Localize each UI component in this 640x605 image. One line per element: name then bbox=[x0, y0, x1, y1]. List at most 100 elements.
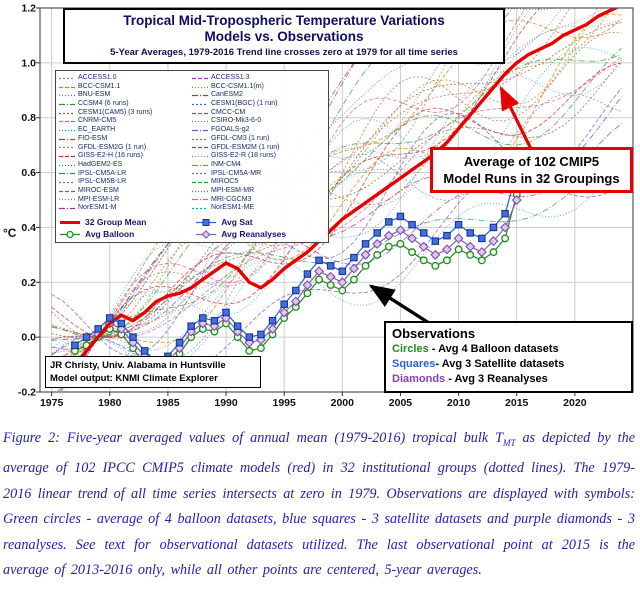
cmip5-arrow bbox=[499, 85, 534, 152]
y-tick-label: 1.0 bbox=[21, 57, 36, 69]
legend-item: CMCC-CM bbox=[192, 109, 325, 118]
reanalyses-marker bbox=[279, 307, 290, 318]
satellite-marker bbox=[385, 218, 393, 226]
satellite-marker bbox=[443, 231, 451, 240]
legend-item: IPSL-CM5A-MR bbox=[192, 170, 325, 179]
legend-item: GISS-E2-R (18 runs) bbox=[192, 152, 325, 161]
balloon-marker bbox=[245, 346, 254, 355]
legend-model-label: NorESM1-ME bbox=[211, 204, 255, 212]
reanalyses-marker bbox=[430, 249, 441, 260]
legend-line-sample bbox=[59, 86, 75, 88]
balloon-marker bbox=[338, 286, 347, 295]
legend-line-sample bbox=[192, 208, 208, 210]
model-run-line bbox=[51, 18, 622, 369]
legend-model-label: CanESM2 bbox=[211, 91, 243, 99]
satellite-marker bbox=[326, 262, 335, 270]
model-run-line bbox=[60, 18, 622, 392]
model-run-line bbox=[51, 147, 622, 341]
legend-columns: ACCESS1.0 BCC-CSM1.1 BNU-ESM CCSM4 (6 runs)… bbox=[59, 74, 325, 213]
x-tick-label: 2005 bbox=[389, 397, 413, 409]
balloon-marker bbox=[349, 275, 358, 284]
legend-model-label: MIROC-ESM bbox=[78, 186, 119, 194]
x-tick-label: 1990 bbox=[214, 397, 238, 409]
reanalyses-marker bbox=[348, 263, 359, 274]
legend-line-sample bbox=[192, 86, 208, 88]
legend-model-label: GISS-E2-H (16 runs) bbox=[78, 152, 143, 160]
legend-model-label: FIO-ESM bbox=[78, 134, 108, 142]
legend-model-label: MPI-ESM-MR bbox=[211, 186, 255, 194]
balloon-marker bbox=[396, 239, 405, 248]
legend-line-sample bbox=[59, 164, 75, 166]
legend-item: FGOALS-g2 bbox=[192, 126, 325, 135]
main-legend-label: Avg Reanalyses bbox=[221, 229, 287, 239]
legend-model-label: FGOALS-g2 bbox=[211, 126, 250, 134]
satellite-marker bbox=[233, 322, 242, 330]
satellite-marker bbox=[140, 347, 149, 355]
legend-model-label: MIROC5 bbox=[211, 178, 239, 186]
legend-line-sample bbox=[192, 155, 208, 158]
legend-item: ACCESS1.3 bbox=[192, 74, 325, 83]
legend-line-sample bbox=[192, 173, 208, 175]
credit-line1: JR Christy, Univ. Alabama in Huntsville bbox=[50, 360, 226, 371]
satellite-marker bbox=[338, 267, 347, 276]
satellite-marker bbox=[431, 237, 440, 245]
legend-model-label: BCC-CSM1.1 bbox=[78, 82, 121, 90]
credit-box: JR Christy, Univ. Alabama in Huntsville … bbox=[45, 356, 261, 388]
legend-line-sample bbox=[192, 129, 208, 132]
model-run-line bbox=[51, 13, 622, 359]
balloon-marker bbox=[384, 242, 393, 251]
y-tick-label: 0.6 bbox=[21, 167, 36, 179]
caption-text-1: Figure 2: Five-year averaged values of a… bbox=[3, 430, 504, 446]
legend-item: CCSM4 (6 runs) bbox=[59, 100, 192, 109]
legend-line-sample bbox=[59, 129, 75, 132]
satellite-marker bbox=[257, 330, 265, 339]
legend-model-label: EC_EARTH bbox=[78, 126, 116, 134]
satellite-marker bbox=[489, 223, 498, 232]
main-legend-label: 32 Group Mean bbox=[85, 217, 147, 227]
observation-item-text: - Avg 4 Balloon datasets bbox=[428, 343, 559, 355]
legend-model-label: CESM1(CAM5) (3 runs) bbox=[78, 108, 153, 116]
legend-line-sample bbox=[59, 95, 75, 97]
balloon-marker bbox=[408, 248, 417, 257]
model-legend-box: ACCESS1.0 BCC-CSM1.1 BNU-ESM CCSM4 (6 runs)… bbox=[55, 70, 329, 243]
satellite-marker bbox=[268, 316, 277, 325]
legend-line-sample bbox=[192, 138, 208, 140]
model-run-line bbox=[51, 8, 612, 388]
main-legend-item: Avg Reanalyses bbox=[195, 229, 325, 239]
reanalyses-marker bbox=[372, 238, 383, 249]
satellite-marker bbox=[94, 325, 102, 333]
legend-line-sample bbox=[192, 95, 208, 97]
reanalyses-marker bbox=[453, 233, 464, 244]
y-tick-label: 0.4 bbox=[21, 222, 36, 234]
legend-model-label: CESM1(BGC) (1 run) bbox=[211, 100, 278, 108]
y-tick-label: 0.8 bbox=[21, 112, 36, 124]
legend-model-label: GFDL-ESM2G (1 run) bbox=[78, 143, 147, 151]
model-run-line bbox=[51, 8, 555, 370]
satellite-marker bbox=[117, 319, 126, 328]
satellite-marker bbox=[210, 316, 219, 325]
x-tick-label: 2010 bbox=[447, 397, 471, 409]
legend-item: MIROC-ESM bbox=[59, 187, 192, 196]
legend-line-sample bbox=[192, 147, 208, 149]
satellite-marker bbox=[280, 300, 288, 308]
legend-item: CanESM2 bbox=[192, 91, 325, 100]
legend-line-sample bbox=[59, 155, 75, 158]
legend-model-label: ACCESS1.0 bbox=[78, 74, 117, 81]
satellite-marker bbox=[175, 338, 184, 347]
x-tick-label: 1975 bbox=[40, 397, 64, 409]
legend-model-label: CSIRO-Mk3-6-0 bbox=[211, 117, 262, 125]
legend-item: NorESM1-ME bbox=[192, 204, 325, 213]
reanalyses-marker bbox=[500, 222, 511, 233]
legend-line-sample bbox=[59, 199, 75, 201]
reanalyses-marker bbox=[395, 225, 406, 236]
balloon-marker bbox=[477, 256, 486, 265]
legend-line-sample bbox=[59, 173, 75, 175]
cmip5-annotation-box: Average of 102 CMIP5 Model Runs in 32 Gr… bbox=[430, 147, 633, 193]
satellite-marker bbox=[292, 286, 300, 295]
figure-subtitle: 5-Year Averages, 1979-2016 Trend line cr… bbox=[110, 47, 458, 58]
legend-column-1: ACCESS1.0 BCC-CSM1.1 BNU-ESM CCSM4 (6 runs)… bbox=[59, 74, 192, 213]
legend-model-label: CCSM4 (6 runs) bbox=[78, 100, 129, 108]
satellite-marker bbox=[419, 229, 428, 237]
main-legend-item: 32 Group Mean bbox=[59, 217, 195, 227]
